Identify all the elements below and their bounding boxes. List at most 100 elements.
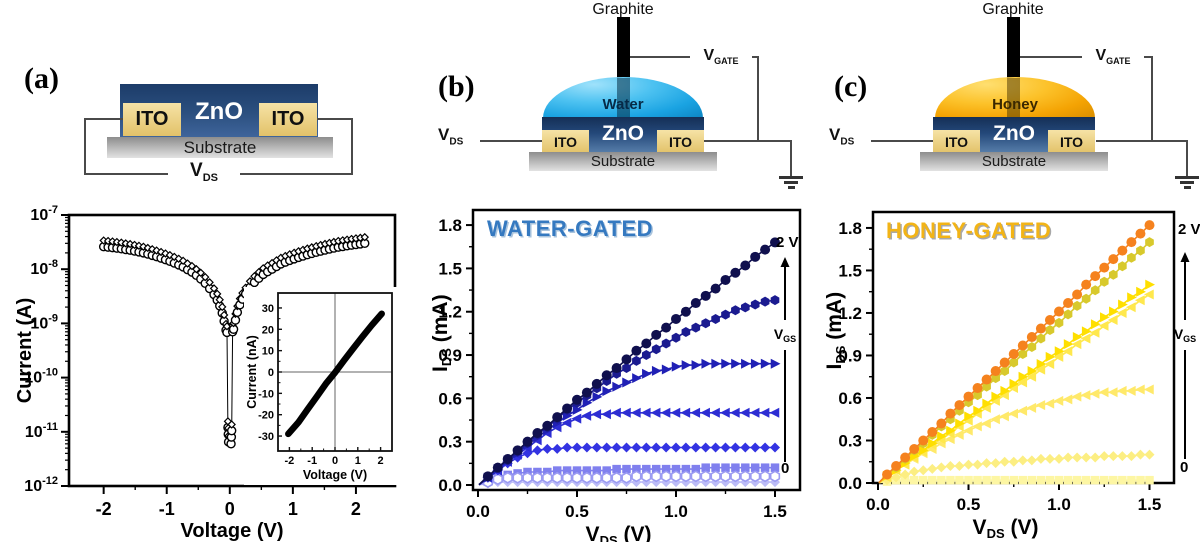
ito-contact-b-right: ITO: [657, 130, 704, 153]
svg-text:-1: -1: [159, 499, 175, 519]
vgate-label-b: VGATE: [690, 47, 752, 67]
svg-text:1.8: 1.8: [838, 219, 862, 238]
svg-text:0.5: 0.5: [957, 495, 981, 514]
ito-contact-a-right: ITO: [259, 103, 317, 136]
wire: [480, 140, 542, 142]
svg-text:30: 30: [262, 303, 274, 315]
svg-text:HONEY-GATED: HONEY-GATED: [887, 219, 1052, 244]
graphite-electrode-b: [617, 17, 630, 78]
honey-label: Honey: [992, 96, 1038, 113]
substrate-layer-c: Substrate: [920, 152, 1108, 171]
wire: [351, 118, 353, 175]
svg-text:2 V: 2 V: [776, 234, 799, 251]
svg-text:VDS (V): VDS (V): [586, 523, 652, 542]
zno-label-a: ZnO: [195, 98, 243, 125]
svg-text:1.2: 1.2: [438, 303, 462, 322]
svg-text:1.5: 1.5: [838, 261, 862, 280]
svg-text:0: 0: [268, 367, 274, 379]
graphite-electrode-c: [1007, 17, 1020, 78]
svg-text:0: 0: [225, 499, 235, 519]
wire: [84, 118, 123, 120]
wire: [790, 140, 792, 176]
water-output-chart: 0.0 0.5 1.0 1.5 0.0 0.3 0.6 0.9 1.2 1.5 1.8 VDS (V)…: [432, 208, 802, 542]
svg-text:0.3: 0.3: [838, 431, 862, 450]
svg-text:HONEY-GATED: HONEY-GATED: [886, 218, 1051, 243]
svg-text:10-7: 10-7: [30, 204, 58, 224]
svg-text:0.3: 0.3: [438, 433, 462, 452]
svg-text:VGS: VGS: [774, 326, 796, 344]
svg-text:10-8: 10-8: [30, 258, 58, 278]
gate-wire-c-down: [1151, 56, 1153, 142]
ito-contact-a-left: ITO: [123, 103, 181, 136]
svg-text:IDS (mA): IDS (mA): [826, 292, 848, 370]
wire: [871, 140, 933, 142]
svg-text:0.0: 0.0: [866, 495, 890, 514]
svg-text:1.5: 1.5: [1138, 495, 1162, 514]
svg-text:0.6: 0.6: [438, 389, 462, 408]
svg-text:20: 20: [262, 324, 274, 336]
svg-text:0.0: 0.0: [466, 502, 490, 521]
svg-text:2: 2: [351, 499, 361, 519]
vds-label-a: VDS: [168, 160, 240, 184]
svg-text:2 V: 2 V: [1178, 221, 1200, 238]
svg-text:0.5: 0.5: [565, 502, 589, 521]
svg-text:1: 1: [355, 455, 361, 467]
svg-text:2: 2: [378, 455, 384, 467]
zno-label-c: ZnO: [993, 122, 1035, 145]
svg-text:IDS (mA): IDS (mA): [432, 294, 454, 372]
svg-text:10-11: 10-11: [25, 421, 58, 441]
svg-text:0.9: 0.9: [438, 346, 462, 365]
wire: [704, 140, 792, 142]
svg-text:10: 10: [262, 346, 274, 358]
svg-text:-10: -10: [258, 388, 274, 400]
svg-text:0: 0: [781, 460, 789, 477]
panel-c-label: (c): [834, 70, 868, 103]
svg-text:10-9: 10-9: [30, 312, 58, 332]
svg-text:0.0: 0.0: [438, 476, 462, 495]
svg-text:1.0: 1.0: [1047, 495, 1071, 514]
vds-label-c: VDS: [829, 125, 855, 148]
svg-text:0: 0: [332, 455, 338, 467]
graphite-label-b: Graphite: [592, 1, 654, 18]
honey-output-chart: 0.0 0.5 1.0 1.5 0.0 0.3 0.6 0.9 1.2 1.5 1.8 VDS (V)…: [826, 210, 1200, 541]
svg-text:-2: -2: [285, 455, 295, 467]
svg-text:Voltage (V): Voltage (V): [181, 520, 284, 542]
substrate-layer-a: Substrate: [107, 137, 333, 158]
graphite-electrode-c-submerged: [1007, 78, 1020, 117]
svg-text:1.8: 1.8: [438, 216, 462, 235]
vds-label-b: VDS: [438, 125, 464, 148]
svg-text:0.0: 0.0: [838, 474, 862, 493]
wire: [1096, 140, 1188, 142]
svg-text:10-12: 10-12: [24, 475, 58, 495]
svg-text:0.6: 0.6: [838, 389, 862, 408]
zno-label-b: ZnO: [602, 122, 644, 145]
graphite-electrode-b-submerged: [617, 78, 630, 117]
svg-text:VDS (V): VDS (V): [973, 516, 1039, 541]
svg-text:-20: -20: [258, 410, 274, 422]
svg-text:1.0: 1.0: [664, 502, 688, 521]
wire: [84, 118, 86, 175]
svg-text:0: 0: [1180, 459, 1188, 476]
svg-text:10-10: 10-10: [24, 367, 58, 387]
water-label: Water: [602, 96, 644, 113]
vgate-label-c: VGATE: [1082, 47, 1144, 67]
ito-contact-b-left: ITO: [542, 130, 589, 153]
svg-text:-1: -1: [307, 455, 317, 467]
gate-wire-b-down: [757, 56, 759, 142]
substrate-layer-b: Substrate: [529, 152, 717, 171]
wire: [317, 118, 353, 120]
ito-contact-c-right: ITO: [1048, 130, 1095, 153]
svg-text:0.9: 0.9: [838, 346, 862, 365]
ito-contact-c-left: ITO: [933, 130, 980, 153]
svg-text:1.5: 1.5: [763, 502, 787, 521]
svg-text:1.2: 1.2: [838, 304, 862, 323]
svg-text:VGS: VGS: [1174, 326, 1196, 344]
panel-b-label: (b): [438, 70, 475, 103]
wire: [1186, 140, 1188, 176]
svg-text:Current (A): Current (A): [14, 298, 36, 404]
svg-text:WATER-GATED: WATER-GATED: [488, 217, 654, 242]
graphite-label-c: Graphite: [982, 1, 1044, 18]
